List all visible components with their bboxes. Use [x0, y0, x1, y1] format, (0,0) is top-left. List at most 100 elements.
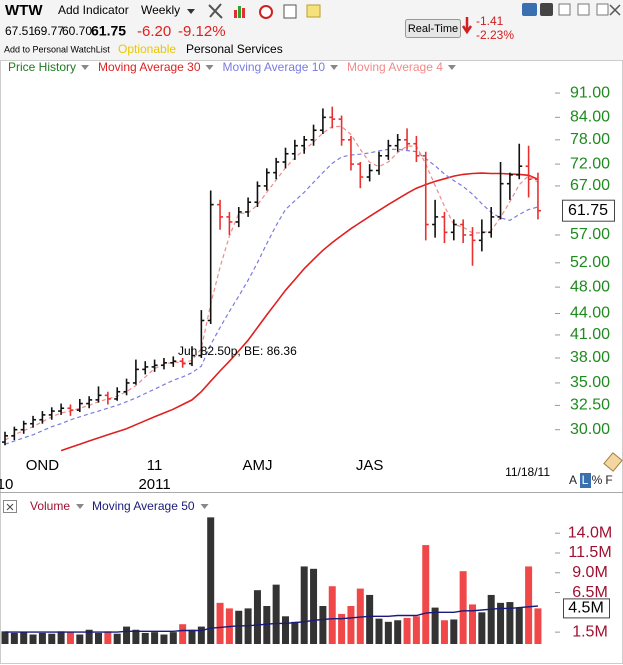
volume-bar [440, 620, 448, 644]
quote-low: 60.70 [62, 24, 92, 38]
window-buttons [522, 3, 621, 16]
dropdown-arrow[interactable] [447, 65, 456, 70]
last-price-label: 61.75 [568, 202, 608, 219]
x-tick-label: OND [26, 457, 60, 474]
draw-tool-icon[interactable] [208, 3, 223, 19]
note-icon[interactable] [306, 4, 321, 18]
scale-button[interactable]: A [569, 473, 577, 487]
volume-bar [319, 606, 327, 644]
dropdown-arrow[interactable] [330, 65, 339, 70]
restore-button[interactable] [596, 3, 609, 16]
quote-close: 61.75 [91, 23, 126, 39]
volume-bar [141, 632, 149, 644]
moving-average-line [4, 125, 539, 441]
volume-bar [478, 612, 486, 644]
down-arrow-icon [461, 17, 473, 35]
volume-bar [253, 590, 261, 644]
volume-bar [384, 621, 392, 644]
y-tick-label: 32.50 [570, 397, 610, 414]
close-pane-x [6, 503, 14, 511]
volume-bar [515, 607, 523, 644]
dropdown-arrow[interactable] [205, 65, 214, 70]
volume-bar [487, 594, 495, 644]
volume-bar [412, 616, 420, 644]
dropdown-arrow[interactable] [76, 504, 85, 509]
add-icon[interactable] [283, 4, 297, 19]
t-button[interactable] [540, 3, 553, 16]
y-tick-label: 14.0M [568, 524, 612, 541]
volume-bar [375, 618, 383, 644]
y-tick-label: 11.5M [568, 544, 611, 561]
rt-change-pct: -2.23% [476, 28, 514, 42]
volume-bar [394, 620, 402, 644]
volume-bar [57, 631, 65, 644]
volume-average-line [5, 605, 538, 633]
quote-high: 69.77 [34, 24, 64, 38]
y-tick-label: 6.5M [572, 584, 608, 601]
annotation: Jun 82.50p, BE: 86.36 [178, 344, 297, 358]
legend-entry[interactable]: Moving Average 4 [347, 60, 443, 74]
dropdown-arrow[interactable] [200, 504, 209, 509]
legend-entry[interactable]: Moving Average 50 [92, 499, 195, 513]
volume-bar [450, 619, 458, 644]
volume-bar [169, 632, 177, 644]
volume-bar [123, 626, 131, 644]
scale-button[interactable]: F [605, 473, 612, 487]
scale-button[interactable]: L [582, 473, 589, 487]
scale-button[interactable]: % [592, 473, 603, 487]
volume-bar [1, 631, 9, 644]
volume-bar [469, 604, 476, 644]
dropdown-arrow[interactable] [81, 65, 90, 70]
volume-bar [38, 632, 46, 644]
y-tick-label: 38.00 [570, 349, 610, 366]
period[interactable]: Weekly [141, 3, 180, 17]
volume-bar [29, 634, 37, 644]
realtime-button[interactable] [405, 19, 461, 38]
scale-button-active [580, 473, 591, 488]
bars-icon-part [238, 6, 241, 18]
legend-entry[interactable]: Price History [8, 60, 76, 74]
bars-icon[interactable] [234, 10, 237, 18]
last-volume-label: 4.5M [568, 600, 604, 617]
y-tick-label: 30.00 [570, 421, 610, 438]
volume-bar [207, 517, 215, 644]
y-tick-label: 41.00 [570, 326, 610, 343]
x-year-label: 2011 [138, 476, 170, 493]
volume-bar [459, 571, 467, 644]
alarm-icon[interactable] [259, 5, 273, 19]
industry: Personal Services [186, 42, 283, 56]
close-button[interactable] [609, 4, 621, 16]
legend-entry[interactable]: Volume [30, 499, 70, 513]
volume-bar [10, 632, 18, 644]
volume-bar [104, 631, 112, 644]
y-tick-label: 48.00 [570, 278, 610, 295]
save-button[interactable] [558, 3, 571, 16]
pencil-icon[interactable] [603, 452, 623, 472]
volume-bar [235, 610, 243, 644]
legend-entry[interactable]: Moving Average 30 [98, 60, 201, 74]
realtime-label[interactable]: Real-Time [408, 23, 458, 35]
quote-open: 67.51 [5, 24, 35, 38]
volume-bar [95, 632, 102, 644]
add-indicator[interactable]: Add Indicator [58, 3, 129, 17]
last-volume-box [563, 598, 610, 619]
watchlist-link[interactable]: Add to Personal WatchList [4, 44, 110, 54]
volume-bar [422, 545, 430, 644]
s-button[interactable] [522, 3, 537, 16]
minimize-button[interactable] [577, 3, 590, 16]
volume-bar [272, 584, 280, 644]
volume-bar [160, 634, 168, 644]
moving-average-line [60, 172, 539, 452]
quote-change: -6.20 [137, 23, 171, 40]
volume-bar [328, 586, 336, 644]
quote-change-pct: -9.12% [178, 23, 226, 40]
volume-bar [188, 629, 196, 644]
period-dropdown[interactable] [187, 9, 195, 14]
symbol[interactable]: WTW [5, 2, 43, 19]
y-tick-label: 78.00 [570, 131, 610, 148]
volume-bar [132, 629, 140, 644]
volume-bar [497, 602, 505, 644]
volume-bar [48, 633, 56, 644]
legend-entry[interactable]: Moving Average 10 [223, 60, 326, 74]
